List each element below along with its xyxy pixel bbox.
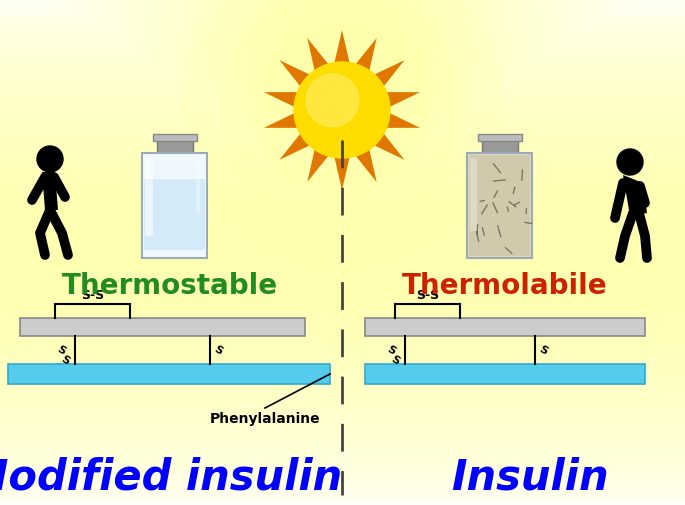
Text: S: S: [59, 354, 71, 366]
Circle shape: [257, 25, 427, 195]
Bar: [153, 133, 197, 140]
Polygon shape: [375, 60, 405, 86]
Text: S: S: [55, 344, 67, 357]
Circle shape: [37, 146, 63, 172]
Bar: [145, 158, 153, 236]
Text: S: S: [385, 344, 397, 357]
Bar: [145, 179, 206, 250]
Text: Thermostable: Thermostable: [62, 272, 278, 300]
Text: Thermolabile: Thermolabile: [402, 272, 608, 300]
Polygon shape: [264, 113, 297, 128]
Polygon shape: [334, 30, 349, 63]
Polygon shape: [279, 134, 310, 160]
Circle shape: [182, 0, 502, 270]
Circle shape: [294, 62, 390, 158]
Bar: [365, 364, 645, 384]
Polygon shape: [375, 134, 405, 160]
Circle shape: [306, 74, 359, 127]
Text: Modified insulin: Modified insulin: [0, 456, 342, 498]
Polygon shape: [623, 175, 647, 216]
Circle shape: [617, 149, 643, 175]
Polygon shape: [308, 149, 328, 182]
Polygon shape: [264, 92, 297, 107]
Text: S: S: [212, 344, 224, 357]
Bar: [469, 155, 530, 256]
Text: S: S: [389, 354, 401, 366]
Bar: [365, 318, 645, 336]
Bar: [482, 138, 518, 153]
Polygon shape: [334, 158, 349, 190]
Polygon shape: [386, 92, 420, 107]
Bar: [20, 318, 305, 336]
Polygon shape: [308, 38, 328, 71]
Text: S-S: S-S: [416, 289, 439, 302]
Bar: [478, 133, 522, 140]
Bar: [471, 158, 477, 231]
Polygon shape: [386, 113, 420, 128]
Bar: [157, 138, 193, 153]
Bar: [196, 161, 200, 213]
Polygon shape: [279, 60, 310, 86]
Circle shape: [222, 0, 462, 230]
Bar: [467, 153, 532, 258]
Text: S: S: [537, 344, 549, 357]
Polygon shape: [356, 38, 377, 71]
Bar: [8, 364, 330, 384]
Polygon shape: [356, 149, 377, 182]
Text: Phenylalanine: Phenylalanine: [210, 412, 321, 426]
Bar: [142, 153, 208, 258]
Polygon shape: [42, 172, 58, 210]
Text: S-S: S-S: [81, 289, 104, 302]
Text: Insulin: Insulin: [451, 456, 609, 498]
